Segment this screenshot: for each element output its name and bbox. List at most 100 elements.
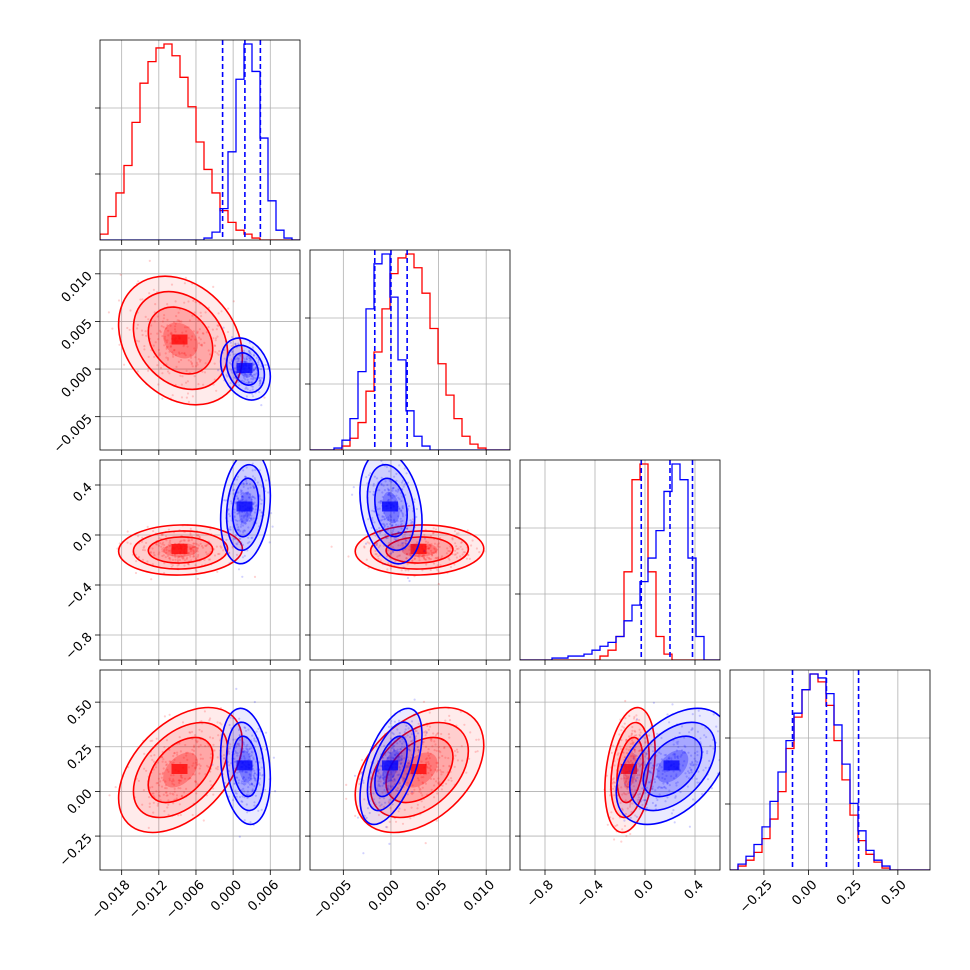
scatter-point	[251, 789, 255, 792]
scatter-point	[400, 754, 403, 758]
scatter-point	[246, 743, 249, 747]
scatter-point	[633, 715, 636, 719]
scatter-point	[626, 787, 629, 791]
scatter-point	[398, 807, 401, 810]
scatter-point	[245, 803, 248, 806]
x-tick-label: −0.012	[126, 878, 171, 923]
scatter-point	[238, 795, 242, 799]
scatter-point	[252, 517, 255, 520]
scatter-point	[238, 354, 241, 357]
histogram-a	[730, 673, 930, 870]
scatter-point	[672, 743, 675, 746]
scatter-point	[226, 330, 230, 334]
density-peak-b	[236, 363, 253, 373]
scatter-point	[638, 750, 641, 753]
scatter-point	[187, 300, 190, 303]
scatter-point	[196, 363, 199, 366]
scatter-point	[619, 745, 622, 748]
scatter-point	[661, 786, 664, 789]
scatter-point	[161, 772, 164, 776]
scatter-point	[146, 525, 149, 529]
scatter-point	[379, 764, 382, 768]
scatter-point	[248, 783, 252, 786]
scatter-point	[230, 500, 233, 503]
scatter-point	[611, 782, 614, 785]
scatter-point	[391, 524, 394, 527]
hist-panel-0	[95, 39, 301, 245]
scatter-point	[447, 549, 450, 553]
scatter-point	[252, 485, 256, 488]
scatter-point	[391, 731, 394, 735]
scatter-point	[271, 525, 274, 528]
scatter-point	[429, 568, 432, 572]
scatter-point	[408, 505, 411, 508]
scatter-point	[144, 315, 147, 318]
scatter-point	[172, 778, 175, 781]
scatter-point	[631, 754, 634, 757]
scatter-point	[642, 799, 645, 802]
scatter-point	[395, 494, 398, 497]
scatter-point	[411, 784, 414, 787]
scatter-point	[400, 509, 403, 512]
scatter-point	[661, 776, 664, 780]
scatter-point	[187, 539, 190, 542]
scatter-point	[238, 835, 241, 838]
scatter-point	[191, 546, 194, 549]
scatter-point	[237, 743, 240, 746]
scatter-point	[217, 312, 220, 315]
scatter-point	[207, 558, 210, 561]
scatter-point	[644, 737, 647, 740]
scatter-point	[229, 528, 232, 531]
scatter-point	[388, 494, 391, 497]
scatter-point	[180, 794, 184, 798]
scatter-point	[429, 752, 432, 755]
scatter-point	[624, 799, 627, 802]
scatter-point	[616, 824, 619, 827]
scatter-point	[162, 758, 165, 761]
scatter-point	[240, 520, 243, 523]
scatter-point	[468, 557, 471, 561]
scatter-point	[634, 780, 638, 783]
scatter-point	[385, 781, 388, 784]
scatter-point	[393, 434, 395, 436]
scatter-point	[234, 534, 238, 537]
scatter-point	[422, 556, 426, 560]
scatter-point	[194, 301, 197, 304]
scatter-point	[192, 553, 195, 556]
scatter-point	[246, 747, 249, 751]
scatter-point	[435, 819, 438, 822]
scatter-point	[188, 539, 191, 542]
scatter-point	[381, 518, 384, 522]
scatter-point	[393, 511, 396, 514]
scatter-point	[475, 738, 478, 741]
scatter-point	[436, 548, 439, 551]
scatter-point	[126, 326, 129, 330]
scatter-point	[612, 781, 615, 784]
scatter-point	[155, 543, 158, 546]
scatter-point	[192, 330, 195, 333]
scatter-point	[433, 796, 436, 799]
scatter-point	[254, 377, 257, 380]
scatter-point	[243, 750, 246, 753]
scatter-point	[420, 792, 423, 795]
scatter-point	[250, 777, 253, 780]
scatter-point	[147, 318, 150, 321]
scatter-point	[191, 365, 194, 368]
scatter-point	[270, 511, 273, 515]
scatter-point	[207, 744, 210, 747]
scatter-point	[399, 520, 402, 523]
scatter-point	[244, 522, 247, 525]
scatter-point	[242, 776, 245, 779]
scatter-point	[654, 804, 657, 808]
scatter-point	[167, 549, 171, 552]
scatter-point	[185, 754, 188, 757]
scatter-point	[253, 511, 257, 514]
scatter-point	[242, 530, 245, 533]
scatter-point	[375, 477, 379, 480]
scatter-point	[232, 492, 235, 495]
scatter-point	[648, 770, 651, 773]
scatter-point	[246, 515, 249, 519]
scatter-point	[164, 327, 167, 330]
scatter-point	[196, 547, 199, 550]
scatter-point	[237, 374, 240, 378]
